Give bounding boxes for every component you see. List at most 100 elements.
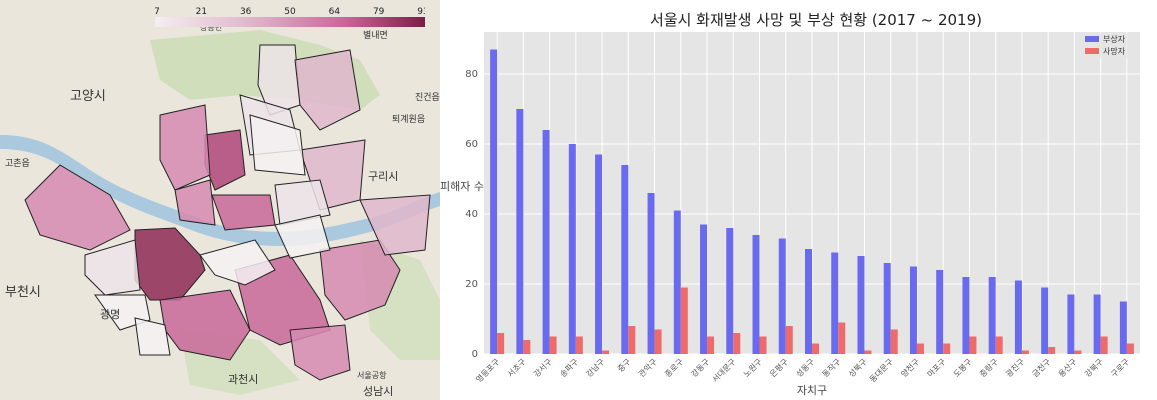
bar-injured [1119, 301, 1127, 354]
y-tick-label: 60 [465, 139, 478, 150]
map-place-label: 고양시 [70, 89, 106, 104]
bar-injured [595, 154, 603, 354]
x-tick-label: 서초구 [506, 357, 528, 379]
bar-deaths [838, 322, 846, 354]
district-polygon [24, 164, 131, 251]
map-place-label: 부천시 [5, 285, 41, 300]
x-tick-label: 강북구 [1082, 356, 1105, 379]
district-polygon [134, 317, 171, 356]
bar-deaths [864, 350, 872, 354]
map-place-label: 서울공항 [357, 371, 387, 380]
district-layer [24, 44, 431, 381]
bar-injured [909, 266, 917, 354]
colorbar-tick-label: 64 [329, 7, 341, 17]
bar-deaths [523, 340, 531, 354]
district-polygon [211, 194, 276, 231]
map-place-label: 구리시 [368, 170, 398, 183]
district-polygon [159, 289, 251, 361]
map-place-label: 별내면 [363, 30, 388, 41]
bar-injured [1093, 294, 1101, 354]
bar-deaths [707, 336, 715, 354]
district-polygon [294, 49, 361, 131]
bar-chart: 서울시 화재발생 사망 및 부상 현황 (2017 ~ 2019) 0 20 40 6… [440, 11, 1140, 397]
bar-injured [516, 109, 524, 354]
bar-injured [1014, 280, 1022, 354]
colorbar-tick-label: 36 [240, 7, 252, 17]
bar-deaths [497, 333, 505, 354]
bar-injured [831, 252, 839, 354]
y-tick-label: 0 [472, 349, 478, 360]
colorbar-tick-label: 79 [373, 7, 385, 17]
chart-title: 서울시 화재발생 사망 및 부상 현황 (2017 ~ 2019) [650, 11, 982, 29]
colorbar-tick-label: 93 [417, 7, 425, 17]
x-tick-label: 동작구 [820, 356, 843, 379]
colorbar-gradient [155, 17, 425, 27]
x-tick-labels: 영등포구 서초구 강서구 송파구 강남구 중구 관악구 종로구 강동구 서대문구 노원구 은평구 성동구… [474, 356, 1132, 384]
bar-injured [726, 228, 734, 354]
bar-deaths [654, 329, 662, 354]
colorbar-tick-label: 50 [284, 7, 296, 17]
x-tick-label: 강남구 [584, 356, 607, 379]
x-tick-label: 성북구 [847, 357, 869, 379]
x-axis-label: 자치구 [797, 384, 827, 397]
bar-injured [673, 210, 681, 354]
x-tick-label: 강서구 [531, 356, 554, 379]
map-place-label: 퇴계원읍 [392, 113, 425, 125]
bar-injured [962, 277, 970, 354]
x-tick-label: 성동구 [794, 357, 816, 379]
x-tick-label: 송파구 [558, 357, 580, 379]
bar-deaths [1048, 347, 1056, 354]
district-polygon [289, 324, 351, 381]
bar-deaths [759, 336, 767, 354]
bar-layer [490, 49, 1134, 354]
x-tick-label: 은평구 [767, 356, 790, 379]
x-tick-label: 양천구 [899, 356, 922, 379]
map-place-label: 진건읍 [415, 92, 440, 103]
district-polygon [84, 239, 141, 296]
bar-deaths [602, 350, 610, 354]
bar-injured [936, 270, 944, 354]
x-tick-label: 동대문구 [868, 357, 895, 384]
legend-label-deaths: 사망자 [1103, 46, 1126, 56]
bar-deaths [995, 336, 1003, 354]
bar-deaths [628, 326, 636, 354]
map-place-label: 광명 [100, 308, 120, 321]
bar-injured [542, 130, 550, 354]
colorbar-tick-label: 7 [155, 7, 160, 17]
bar-deaths [943, 343, 951, 354]
district-polygon [199, 239, 276, 286]
x-tick-label: 금천구 [1030, 356, 1053, 379]
bar-deaths [680, 287, 688, 354]
legend-swatch-deaths [1085, 48, 1099, 54]
legend-label-injured: 부상자 [1103, 34, 1126, 44]
y-tick-label: 20 [465, 279, 478, 290]
bar-deaths [969, 336, 977, 354]
bar-deaths [916, 343, 924, 354]
bar-deaths [575, 336, 583, 354]
bar-deaths [890, 329, 898, 354]
map-place-label: 고촌읍 [5, 158, 30, 169]
x-tick-label: 종로구 [663, 357, 685, 379]
bar-deaths [549, 336, 557, 354]
x-tick-label: 중구 [616, 357, 633, 374]
district-polygon [274, 214, 331, 259]
colorbar-tick-label: 21 [196, 7, 207, 17]
legend-swatch-injured [1085, 36, 1099, 42]
x-tick-label: 노원구 [742, 357, 764, 379]
y-tick-labels: 0 20 40 60 80 [465, 69, 478, 360]
y-tick-label: 40 [465, 209, 478, 220]
district-polygon [174, 179, 216, 226]
colorbar: 7 21 36 50 64 79 93 [155, 7, 425, 27]
bar-injured [883, 263, 891, 354]
bar-injured [752, 235, 760, 354]
x-tick-label: 강동구 [689, 356, 712, 379]
x-tick-label: 영등포구 [474, 356, 502, 384]
bar-injured [1041, 287, 1049, 354]
bar-injured [778, 238, 786, 354]
bar-injured [988, 277, 996, 354]
x-tick-label: 광진구 [1004, 356, 1027, 379]
bar-deaths [733, 333, 741, 354]
